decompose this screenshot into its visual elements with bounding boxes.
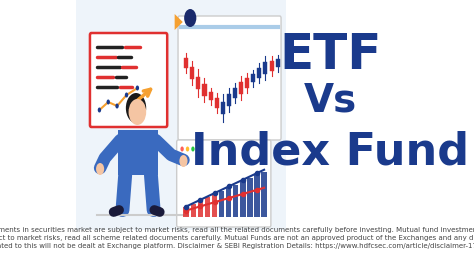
Circle shape [181,147,184,152]
Polygon shape [174,14,183,30]
Bar [270,61,273,71]
Bar [233,185,238,217]
Bar [247,178,253,217]
Bar [245,78,249,88]
Circle shape [107,99,110,105]
FancyBboxPatch shape [76,0,286,230]
Bar [233,88,237,98]
Bar [184,58,188,68]
Bar [261,172,267,217]
Bar [202,84,207,95]
Circle shape [96,163,104,175]
Circle shape [179,155,188,167]
Text: Vs: Vs [304,81,357,119]
Bar [240,182,246,217]
Bar [212,194,217,217]
Bar [264,63,267,74]
Bar [251,74,255,82]
Circle shape [98,107,101,113]
Bar [255,175,260,217]
Circle shape [128,99,146,125]
Text: Investments in securities market are subject to market risks, read all the relat: Investments in securities market are sub… [0,227,474,233]
Text: ETF: ETF [279,31,382,79]
FancyBboxPatch shape [177,140,271,227]
Circle shape [126,93,146,123]
Bar [209,92,213,100]
Circle shape [125,93,128,98]
Bar [205,197,210,217]
Polygon shape [118,130,158,175]
Bar [257,68,261,78]
Bar [215,98,219,108]
Circle shape [184,9,196,27]
Bar [190,67,194,78]
Bar [221,102,225,114]
Bar [191,204,196,217]
Text: subject to market risks, read all scheme related documents carefully. Mutual Fun: subject to market risks, read all scheme… [0,235,474,241]
Circle shape [136,85,139,90]
Bar [198,201,203,217]
Circle shape [191,147,195,152]
Circle shape [186,147,189,152]
Text: Index Fund: Index Fund [191,131,470,173]
Circle shape [115,103,119,109]
Bar [226,188,231,217]
Bar [196,77,201,89]
Bar [275,59,280,67]
Bar [239,82,243,94]
Bar [219,191,224,217]
Bar [227,94,231,106]
Text: related to this will not be dealt at Exchange platform. Disclaimer & SEBI Regist: related to this will not be dealt at Exc… [0,243,474,249]
Bar [183,207,189,217]
FancyBboxPatch shape [90,33,167,127]
FancyBboxPatch shape [178,16,281,140]
